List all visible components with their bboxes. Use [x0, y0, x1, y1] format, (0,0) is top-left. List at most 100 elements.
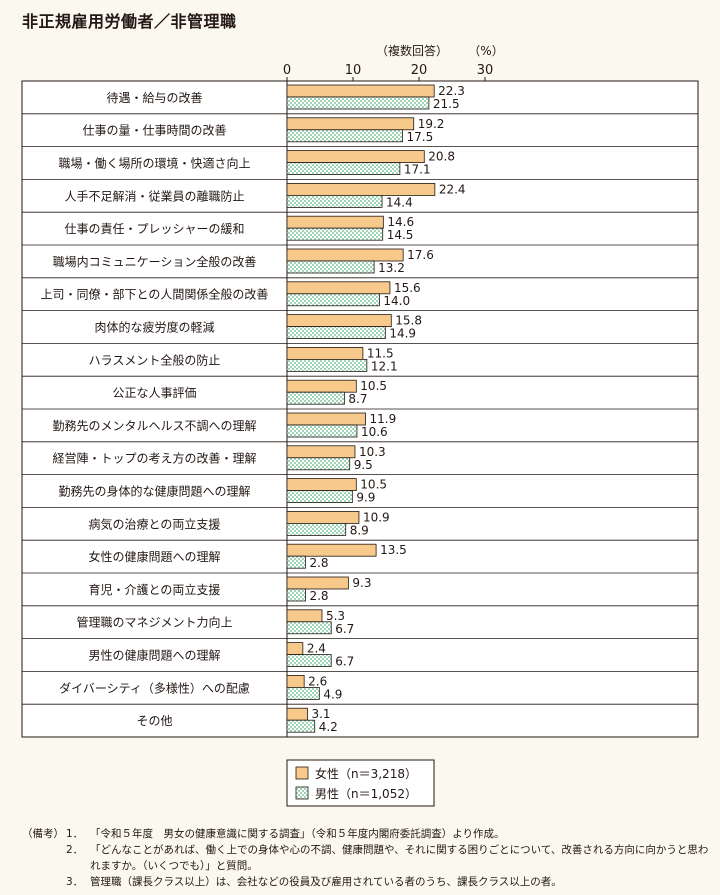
- category-row: 上司・同僚・部下との人間関係全般の改善 15.614.0: [41, 281, 421, 308]
- bar-male: [286, 719, 316, 733]
- data-label-female: 11.9: [370, 412, 397, 426]
- bar-female: [286, 314, 392, 328]
- data-label-male: 8.9: [350, 523, 369, 537]
- category-label: 肉体的な疲労度の軽減: [94, 320, 214, 335]
- data-label-female: 3.1: [311, 707, 330, 721]
- note-text: 管理職（課長クラス以上）は、会社などの役員及び雇用されている者のうち、課長クラス…: [90, 876, 562, 888]
- x-tick-label: 0: [283, 63, 291, 78]
- data-label-male: 14.0: [383, 294, 410, 308]
- category-label: その他: [136, 714, 172, 728]
- category-label: ハラスメント全般の防止: [89, 352, 221, 367]
- legend-label-male: 男性（n＝1,052）: [315, 787, 417, 801]
- bar-female: [286, 215, 384, 229]
- bar-female: [286, 478, 357, 492]
- bar-female: [286, 510, 360, 524]
- bar-female: [286, 117, 415, 131]
- data-label-male: 17.1: [404, 163, 431, 177]
- category-row: 仕事の量・仕事時間の改善 19.217.5: [82, 117, 444, 144]
- category-label: 上司・同僚・部下との人間関係全般の改善: [41, 287, 269, 302]
- bar-male: [286, 96, 430, 110]
- bar-male: [286, 358, 368, 372]
- category-row: 職場・働く場所の環境・快適さ向上 20.817.1: [58, 150, 455, 177]
- data-label-female: 15.6: [394, 281, 421, 295]
- data-label-female: 15.8: [395, 314, 422, 328]
- category-row: 管理職のマネジメント力向上 5.36.7: [76, 609, 354, 636]
- category-label: 待遇・給与の改善: [106, 90, 202, 105]
- bar-female: [286, 150, 425, 164]
- category-row: ダイバーシティ（多様性）への配慮 2.64.9: [59, 674, 342, 701]
- data-label-female: 5.3: [326, 609, 345, 623]
- category-row: 男性の健康問題への理解 2.4 6.7: [88, 642, 354, 669]
- data-label-male: 21.5: [433, 97, 460, 111]
- category-label: 公正な人事評価: [112, 385, 196, 400]
- bar-female: [286, 412, 366, 426]
- category-row: 勤務先のメンタルヘルス不調への理解 11.910.6: [52, 412, 396, 439]
- note-text: 「どんなことがあれば、働く上での身体や心の不調、健康問題や、それに関する困りごと…: [90, 844, 709, 872]
- x-tick-label: 20: [411, 63, 428, 78]
- data-label-male: 9.9: [356, 491, 375, 505]
- bar-female: [286, 182, 436, 196]
- data-label-male: 14.9: [389, 327, 416, 341]
- bar-female: [286, 281, 391, 295]
- bar-male: [286, 654, 332, 667]
- note-number: 1．: [66, 828, 84, 840]
- category-label: 管理職のマネジメント力向上: [76, 615, 232, 630]
- unit-label: （%）: [468, 44, 503, 58]
- data-label-female: 14.6: [387, 215, 414, 229]
- unit-note: （複数回答）: [376, 43, 448, 58]
- data-label-female: 13.5: [380, 543, 407, 557]
- data-label-female: 20.8: [428, 150, 455, 164]
- bar-female: [286, 84, 435, 98]
- data-label-male: 12.1: [371, 359, 398, 373]
- legend-swatch-female: [295, 766, 309, 780]
- category-row: 肉体的な疲労度の軽減 15.814.9: [94, 314, 422, 341]
- data-label-male: 6.7: [335, 655, 354, 669]
- bar-female: [286, 543, 377, 557]
- data-label-female: 2.6: [308, 674, 327, 688]
- data-label-male: 6.7: [335, 622, 354, 636]
- category-row: 勤務先の身体的な健康問題への理解 10.59.9: [58, 478, 387, 505]
- category-label: 経営陣・トップの考え方の改善・理解: [52, 451, 256, 466]
- category-row: 人手不足解消・従業員の離職防止 22.4 14.4: [64, 182, 465, 209]
- x-tick-label: 30: [477, 63, 494, 78]
- bar-male: [286, 293, 380, 307]
- bar-male: [286, 457, 351, 471]
- bar-male: [286, 227, 384, 241]
- category-label: ダイバーシティ（多様性）への配慮: [59, 680, 250, 695]
- bar-female: [286, 707, 308, 721]
- notes: （備考） 1． 「令和５年度 男女の健康意識に関する調査」（令和５年度内閣府委託…: [22, 826, 712, 890]
- data-label-male: 13.2: [378, 261, 405, 275]
- category-label: 人手不足解消・従業員の離職防止: [64, 188, 244, 203]
- bar-male: [286, 555, 306, 569]
- category-row: 経営陣・トップの考え方の改善・理解 10.39.5: [52, 445, 385, 472]
- bar-male: [286, 621, 332, 635]
- category-label: 仕事の量・仕事時間の改善: [82, 123, 226, 138]
- category-row: 待遇・給与の改善 22.321.5: [106, 84, 464, 111]
- category-label: 職場・働く場所の環境・快適さ向上: [58, 156, 250, 171]
- note-row: （備考） 1． 「令和５年度 男女の健康意識に関する調査」（令和５年度内閣府委託…: [22, 826, 712, 842]
- data-label-male: 10.6: [361, 425, 388, 439]
- bar-female: [286, 675, 305, 688]
- legend-box: [286, 759, 435, 807]
- bar-female: [286, 445, 356, 459]
- category-row: その他 3.14.2: [136, 707, 337, 734]
- note-row: 2． 「どんなことがあれば、働く上での身体や心の不調、健康問題や、それに関する困…: [22, 842, 712, 874]
- category-row: 育児・介護との両立支援 9.3 2.8: [89, 576, 372, 603]
- data-label-female: 2.4: [307, 642, 326, 656]
- bar-male: [286, 588, 306, 602]
- bar-female: [286, 642, 304, 655]
- data-label-female: 10.9: [363, 510, 390, 524]
- data-label-female: 17.6: [407, 248, 434, 262]
- data-label-female: 10.5: [360, 478, 387, 492]
- bar-male: [286, 162, 401, 176]
- bar-male: [286, 260, 375, 274]
- bar-male: [286, 687, 320, 700]
- note-text: 「令和５年度 男女の健康意識に関する調査」（令和５年度内閣府委託調査）より作成。: [90, 828, 505, 840]
- note-number: 2．: [66, 844, 84, 856]
- notes-head: （備考）: [22, 828, 64, 840]
- bar-male: [286, 194, 383, 208]
- category-label: 女性の健康問題への理解: [88, 549, 220, 564]
- bar-male: [286, 391, 345, 405]
- category-label: 勤務先の身体的な健康問題への理解: [58, 484, 250, 499]
- note-number: 3．: [66, 876, 84, 888]
